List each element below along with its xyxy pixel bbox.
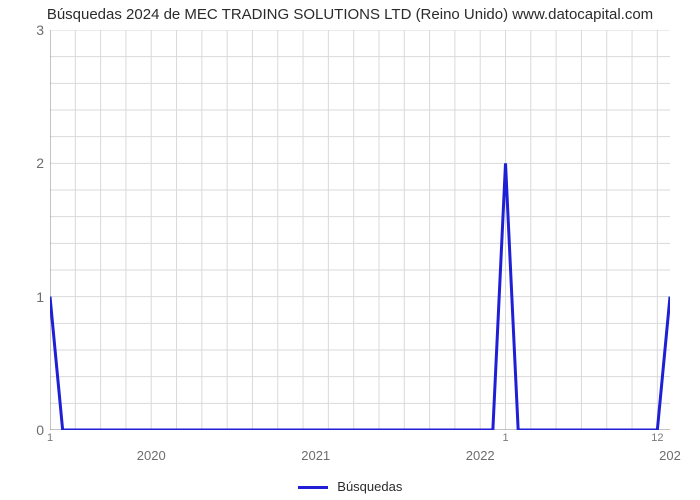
chart-title: Búsquedas 2024 de MEC TRADING SOLUTIONS … xyxy=(0,6,700,23)
x-tick-major-3: 202 xyxy=(659,448,681,463)
x-tick-major-1: 2021 xyxy=(301,448,330,463)
y-tick-3: 3 xyxy=(14,22,44,38)
chart-container: Búsquedas 2024 de MEC TRADING SOLUTIONS … xyxy=(0,0,700,500)
x-tick-major-0: 2020 xyxy=(137,448,166,463)
y-tick-1: 1 xyxy=(14,289,44,305)
plot-svg xyxy=(50,30,670,430)
legend-label: Búsquedas xyxy=(337,479,402,494)
legend-swatch xyxy=(298,486,328,489)
plot-area xyxy=(50,30,670,430)
y-tick-0: 0 xyxy=(14,422,44,438)
y-tick-2: 2 xyxy=(14,155,44,171)
gridlines xyxy=(50,30,670,430)
x-tick-minor-2: 12 xyxy=(651,432,663,444)
legend: Búsquedas xyxy=(0,479,700,494)
x-tick-minor-1: 1 xyxy=(502,432,508,444)
x-tick-minor-0: 1 xyxy=(47,432,53,444)
x-tick-major-2: 2022 xyxy=(466,448,495,463)
